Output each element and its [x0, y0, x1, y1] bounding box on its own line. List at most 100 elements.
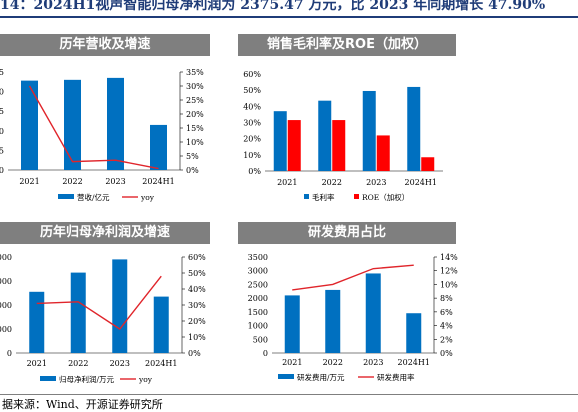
y-right-tick-label: 10% [188, 333, 206, 342]
y-right-tick-label: 30% [186, 82, 204, 91]
bar [29, 291, 45, 353]
bar [273, 111, 287, 171]
y-right-tick-label: 12% [440, 267, 458, 276]
y-left-tick-label: 0.0 [0, 166, 4, 175]
x-tick-label: 2021 [282, 358, 302, 367]
y-left-tick-label: 1.5 [0, 107, 4, 116]
y-left-tick-label: 0% [248, 167, 261, 176]
y-right-tick-label: 2% [440, 335, 453, 344]
y-right-tick-label: 35% [186, 68, 204, 77]
panel-margin-roe: 销售毛利率及ROE（加权） 0% 10% 20% 30% 40% 50% 60% 2021 20… [238, 34, 458, 214]
series-line [36, 275, 162, 330]
bar [325, 289, 341, 353]
x-tick-label: 2021 [27, 359, 47, 368]
y-left-tick-label: 1500 [248, 308, 268, 317]
y-left-tick-label: 1000 [248, 322, 268, 331]
bar [107, 77, 124, 170]
y-left-tick-label: 20% [243, 135, 261, 144]
panel-rnd: 研发费用占比 0 500 1000 1500 2000 2500 3000 3500 0% 2% 4… [238, 222, 468, 394]
y-right-tick-label: 20% [188, 317, 206, 326]
bar [318, 100, 332, 171]
bar [362, 90, 376, 171]
bar [287, 120, 301, 171]
y-right-tick-label: 6% [440, 308, 453, 317]
bar [64, 79, 81, 170]
series-line [292, 264, 414, 291]
y-left-tick-label: 60% [243, 70, 261, 79]
y-left-tick-label: 1.0 [0, 127, 4, 136]
y-left-tick-label: 3000 [248, 267, 268, 276]
source-note: 据来源：Wind、开源证券研究所 [2, 398, 163, 411]
y-right-tick-label: 60% [188, 253, 206, 262]
x-tick-label: 2022 [323, 358, 343, 367]
y-left-tick-label: 2500 [248, 280, 268, 289]
y-left-tick-label: 500 [253, 335, 268, 344]
bar [365, 273, 381, 353]
y-right-tick-label: 0% [186, 166, 199, 175]
y-left-tick-label: 0 [7, 349, 12, 358]
chart-net-profit: 0 2000 4000 6000 8000 0% 10% 20% 30% 40% 50% 60% 202… [0, 253, 206, 384]
y-right-tick-label: 50% [188, 269, 206, 278]
panel-revenue: 历年营收及增速 0.0 0.5 1.0 1.5 2.0 2.5 0% 5% 10% 15% 20% 2… [0, 34, 215, 214]
x-tick-label: 2022 [62, 177, 82, 186]
y-right-tick-label: 5% [186, 152, 199, 161]
bar [421, 157, 435, 171]
legend-label: yoy [138, 375, 153, 384]
bar [407, 86, 421, 171]
y-right-tick-label: 15% [186, 124, 204, 133]
y-left-tick-label: 40% [243, 102, 261, 111]
y-left-tick-label: 4000 [0, 301, 12, 310]
x-tick-label: 2022 [322, 178, 342, 187]
bar [284, 295, 300, 353]
x-tick-label: 2023 [363, 358, 383, 367]
legend-label: 研发费用率 [377, 372, 415, 382]
legend-swatch [354, 194, 359, 199]
x-tick-label: 2023 [366, 178, 386, 187]
y-right-tick-label: 4% [440, 322, 453, 331]
x-tick-label: 2022 [68, 359, 88, 368]
y-right-tick-label: 0% [440, 349, 453, 358]
panel-net-profit: 历年归母净利润及增速 0 2000 4000 6000 8000 0% 10% 20% 30% 4… [0, 222, 220, 394]
legend-label: 营收/亿元 [77, 192, 110, 202]
page-title: 14：2024H1视声智能归母净利润为 2375.47 万元，比 2023 年同… [0, 0, 546, 13]
x-tick-label: 2021 [19, 177, 39, 186]
panel-header: 历年归母净利润及增速 [0, 222, 210, 244]
y-right-tick-label: 30% [188, 301, 206, 310]
y-right-tick-label: 14% [440, 253, 458, 262]
chart-rnd: 0 500 1000 1500 2000 2500 3000 3500 0% 2% 4% 6% 8% 10… [248, 253, 459, 382]
x-tick-label: 2024H1 [145, 359, 177, 368]
chart-margin-roe: 0% 10% 20% 30% 40% 50% 60% 2021 2022 2023 2024H1 毛利… [243, 70, 443, 202]
legend-swatch [58, 194, 74, 199]
legend-label: 毛利率 [312, 192, 335, 202]
y-left-tick-label: 50% [243, 86, 261, 95]
y-left-tick-label: 2.5 [0, 68, 4, 77]
y-left-tick-label: 2.0 [0, 88, 4, 97]
y-left-tick-label: 3500 [248, 253, 268, 262]
panel-header: 研发费用占比 [238, 222, 456, 244]
x-tick-label: 2024H1 [142, 177, 174, 186]
bar [376, 135, 390, 171]
footer-rule [0, 394, 578, 395]
y-right-tick-label: 25% [186, 96, 204, 105]
x-tick-label: 2023 [105, 177, 125, 186]
series-line [28, 85, 159, 170]
x-tick-label: 2023 [110, 359, 130, 368]
legend-label: ROE（加权） [362, 192, 409, 202]
y-left-tick-label: 6000 [0, 277, 12, 286]
legend-label: 研发费用/万元 [297, 372, 345, 382]
x-tick-label: 2024H1 [398, 358, 430, 367]
legend-label: yoy [140, 193, 155, 202]
bar [153, 296, 169, 353]
title-rule [0, 16, 578, 18]
y-left-tick-label: 10% [243, 151, 261, 160]
chart-revenue: 0.0 0.5 1.0 1.5 2.0 2.5 0% 5% 10% 15% 20% 25% 30% 35%… [0, 68, 204, 202]
x-tick-label: 2024H1 [405, 178, 437, 187]
bar [332, 120, 346, 171]
legend-label: 归母净利润/万元 [59, 374, 115, 384]
legend-swatch [40, 376, 56, 381]
y-left-tick-label: 8000 [0, 253, 12, 262]
panel-header: 销售毛利率及ROE（加权） [238, 34, 456, 56]
y-left-tick-label: 0.5 [0, 146, 4, 155]
y-left-tick-label: 30% [243, 119, 261, 128]
y-right-tick-label: 10% [440, 280, 458, 289]
